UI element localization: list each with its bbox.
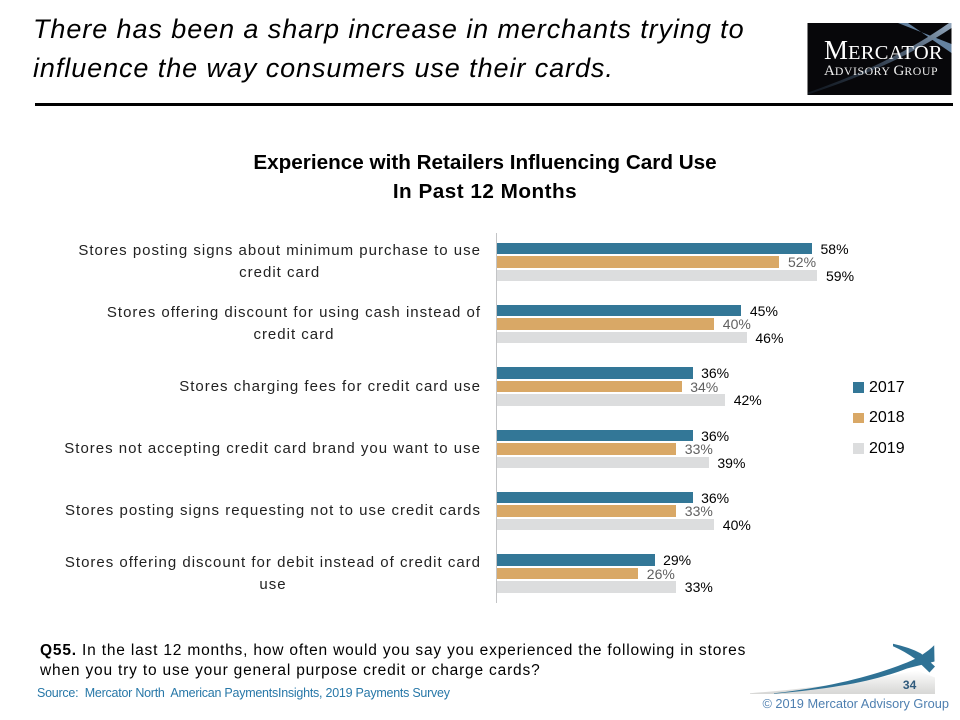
svg-text:ADVISORY GROUP: ADVISORY GROUP [824, 63, 938, 79]
svg-text:34: 34 [903, 678, 917, 692]
